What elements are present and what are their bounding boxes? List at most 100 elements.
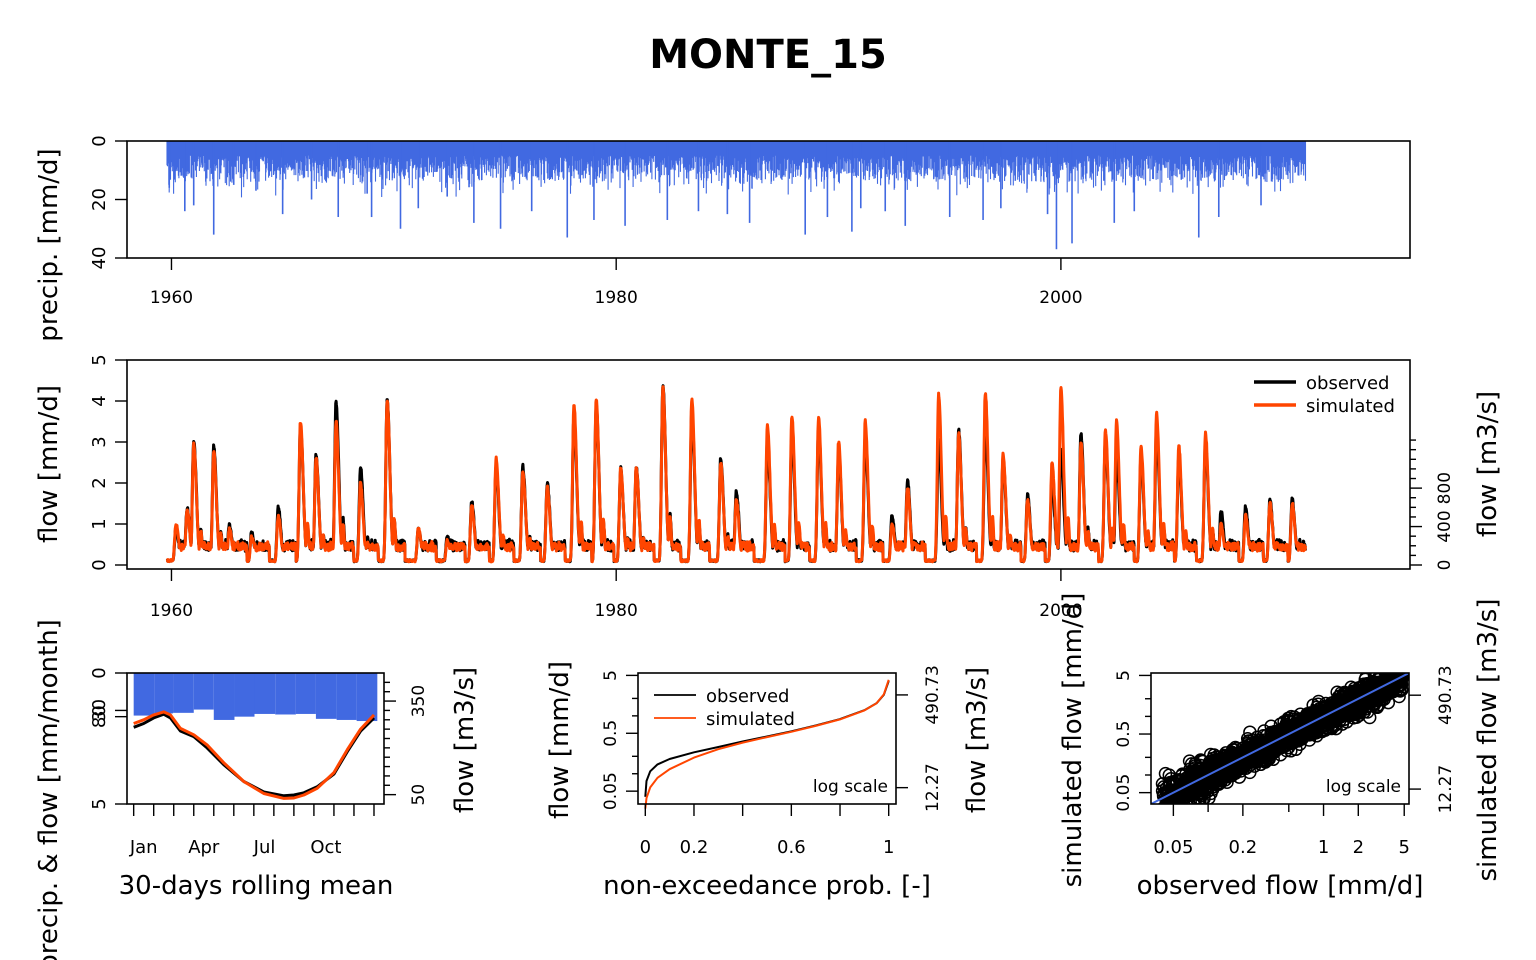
precip-panel: 0 20 40 1960 1980 2000 precip. [mm/d]: [34, 135, 1411, 342]
regime-right-ytick-label: 350: [409, 685, 429, 717]
fdc-ylabel: flow [mm/d]: [545, 661, 575, 819]
fdc-plot-content: [644, 679, 890, 809]
fdc-xtick-label: 0: [640, 837, 651, 858]
fdc-log-scale-note: log scale: [813, 777, 888, 797]
monthly-precip-bar: [275, 673, 296, 715]
regime-flow-ytick-label: 30: [89, 699, 110, 722]
regime-xtick-label: Oct: [310, 837, 341, 858]
flow-ylabel: flow [mm/d]: [34, 385, 64, 543]
scatter-ylabel-right: simulated flow [m3/s]: [1473, 599, 1503, 882]
scatter-ytick-label: 0.05: [1114, 774, 1134, 812]
fdc-ylabel-right: flow [m3/s]: [962, 667, 992, 813]
regime-plot-content: [133, 673, 378, 800]
flow-xtick-label: 1980: [595, 601, 638, 621]
precip-ytick-label: 0: [89, 135, 110, 146]
regime-xtick-label: Jul: [253, 837, 276, 858]
flow-ylabel-right: flow [m3/s]: [1473, 391, 1503, 537]
monthly-precip-bar: [254, 673, 276, 714]
scatter-xlabel: observed flow [mm/d]: [1137, 871, 1424, 901]
flow-timeseries-lines: [165, 384, 1307, 564]
regime-panel: 0 80 5 30 50 350 Jan Apr Jul Oct 30-days rolling …: [34, 619, 480, 960]
scatter-panel: 0.05 0.5 5 12.27 490.73 0.05 0.2 1 2 5 observed f…: [1058, 593, 1503, 901]
monthly-precip-bar: [336, 673, 357, 720]
fdc-ytick-label: 0.05: [601, 772, 621, 810]
flow-right-ytick-label: 0: [1435, 560, 1455, 571]
flow-ytick-label: 1: [89, 518, 110, 529]
scatter-xtick-label: 2: [1353, 837, 1364, 858]
precip-ytick-label: 20: [89, 188, 110, 211]
scatter-right-ytick-label: 12.27: [1436, 765, 1456, 814]
flow-right-ytick-label: 800: [1435, 472, 1455, 504]
scatter-points: [1155, 673, 1409, 804]
flow-right-ytick-label: 400: [1435, 510, 1455, 542]
regime-precip-ytick-label: 80: [89, 705, 110, 728]
flow-plot-frame: [126, 359, 1411, 570]
precip-xtick-label: 1960: [150, 288, 193, 308]
regime-precip-ytick-label: 0: [89, 667, 110, 678]
monthly-precip-bar: [234, 673, 255, 717]
flow-xtick-label: 2000: [1039, 601, 1082, 621]
monthly-precip-bar: [133, 673, 155, 716]
legend-observed-label: observed: [1306, 373, 1389, 394]
flow-ytick-label: 0: [89, 559, 110, 570]
monthly-precip-bar: [315, 673, 337, 719]
fdc-panel: 0.05 0.5 5 12.27 490.73 0 0.2 0.6 1 non-exceedan…: [545, 661, 992, 901]
simulated-flow-line: [165, 385, 1307, 564]
legend-simulated-label: simulated: [1306, 396, 1395, 417]
scatter-xtick-label: 0.2: [1229, 837, 1258, 858]
monthly-precip-bar: [193, 673, 214, 710]
precip-ylabel: precip. [mm/d]: [34, 148, 64, 341]
fdc-xtick-label: 1: [883, 837, 894, 858]
monthly-precip-bar: [213, 673, 235, 720]
regime-axes: 0 80 5 30 50 350 Jan Apr Jul Oct: [89, 667, 429, 858]
precip-xtick-label: 2000: [1039, 288, 1082, 308]
precip-ytick-label: 40: [89, 247, 110, 270]
fdc-legend-observed-label: observed: [706, 686, 789, 707]
regime-xtick-label: Jan: [129, 837, 158, 858]
scatter-axes: 0.05 0.5 5 12.27 490.73 0.05 0.2 1 2 5: [1114, 665, 1456, 858]
scatter-xtick-label: 1: [1318, 837, 1329, 858]
observed-regime-line: [133, 712, 376, 798]
regime-ylabel: precip. & flow [mm/month]: [34, 619, 64, 960]
regime-right-ytick-label: 50: [409, 784, 429, 806]
fdc-xtick-label: 0.2: [680, 837, 709, 858]
scatter-ylabel: simulated flow [mm/d]: [1058, 593, 1088, 888]
regime-flow-ytick-label: 5: [89, 798, 110, 809]
monthly-precip-bar: [173, 673, 194, 713]
figure-title: MONTE_15: [649, 32, 887, 78]
regime-xtick-label: Apr: [188, 837, 220, 858]
flow-xtick-label: 1960: [150, 601, 193, 621]
simulated-regime-line: [133, 710, 376, 800]
scatter-ytick-label: 5: [1114, 670, 1134, 681]
fdc-legend-simulated-label: simulated: [706, 709, 795, 730]
fdc-right-ytick-label: 490.73: [923, 665, 943, 724]
flow-timeseries-panel: 0 1 2 3 4 5 0 400 800 1960 1980 2000 flow [mm/d] fl…: [34, 354, 1503, 621]
fdc-legend: observed simulated: [654, 686, 795, 730]
scatter-ytick-label: 0.5: [1114, 721, 1134, 748]
scatter-xtick-label: 0.05: [1153, 837, 1193, 858]
scatter-log-scale-note: log scale: [1326, 777, 1401, 797]
regime-xlabel: 30-days rolling mean: [119, 871, 394, 901]
flow-ytick-label: 4: [89, 395, 110, 406]
flow-ytick-label: 3: [89, 436, 110, 447]
flow-axes: 0 1 2 3 4 5 0 400 800 1960 1980 2000: [89, 354, 1455, 621]
monthly-precip-bar: [154, 673, 174, 714]
fdc-ytick-label: 5: [601, 670, 621, 681]
regime-ylabel-right: flow [m3/s]: [450, 667, 480, 813]
flow-ytick-label: 5: [89, 354, 110, 365]
scatter-plot-frame: [1150, 672, 1410, 805]
scatter-xtick-label: 5: [1398, 837, 1409, 858]
monthly-precip-bar: [356, 673, 378, 722]
fdc-xlabel: non-exceedance prob. [-]: [603, 871, 931, 901]
fdc-ytick-label: 0.5: [601, 720, 621, 747]
fdc-right-ytick-label: 12.27: [923, 763, 943, 812]
fdc-plot-frame: [637, 672, 897, 805]
scatter-point-cloud: [1155, 673, 1409, 804]
scatter-plot-content: [1151, 673, 1409, 804]
flow-ytick-label: 2: [89, 477, 110, 488]
precip-axes: 0 20 40 1960 1980 2000: [89, 135, 1083, 308]
one-to-one-line: [1151, 673, 1409, 804]
precip-xtick-label: 1980: [595, 288, 638, 308]
flow-legend: observed simulated: [1254, 373, 1395, 417]
